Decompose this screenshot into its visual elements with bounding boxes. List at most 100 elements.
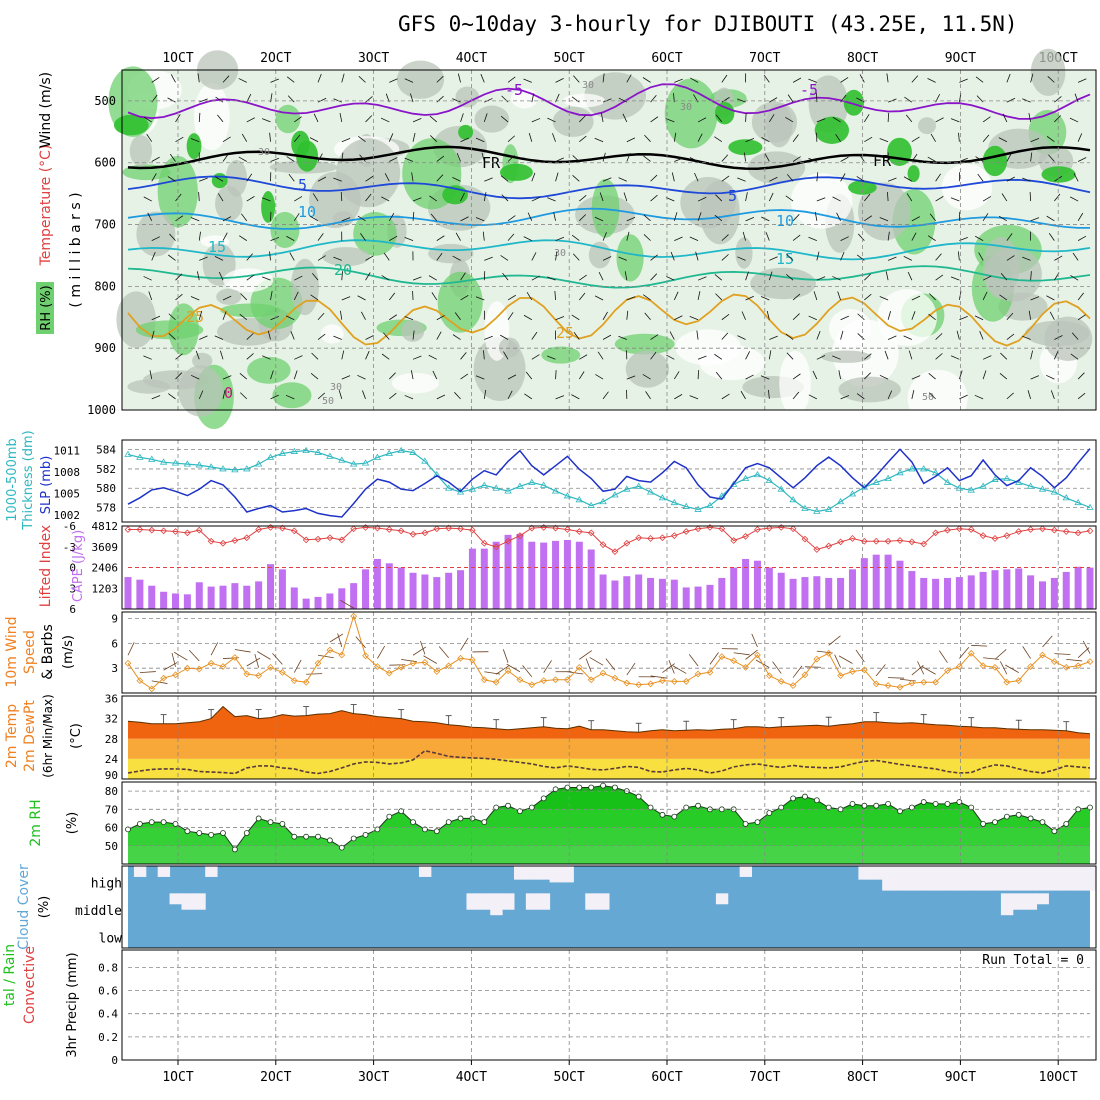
wind-barb: [840, 173, 846, 182]
rh-contour-blob: [216, 288, 242, 305]
wind-barb-10m: [626, 662, 636, 676]
wind-barb-10m: [355, 636, 366, 649]
thickness-point: [361, 459, 370, 466]
rh-high-blob: [186, 133, 202, 160]
wind-barb: [792, 313, 800, 321]
wind-barb: [238, 78, 247, 83]
wind-barb: [930, 133, 936, 142]
rh2m-point: [873, 802, 880, 809]
wind-barb: [643, 294, 651, 301]
wind-barb: [786, 352, 794, 360]
cloud-middle-gap: [1036, 893, 1049, 905]
cloud-middle-gap: [169, 893, 182, 905]
wind-barb: [547, 276, 556, 281]
thickness-axis-label-2: Thickness (dm): [21, 430, 36, 530]
panel-frame: [121, 949, 1097, 1061]
cloud-middle-gap: [1000, 893, 1014, 916]
wind-barb: [190, 217, 200, 222]
wind-barb: [317, 392, 326, 400]
wind-barb: [572, 253, 580, 261]
wind-barb-10m: [688, 654, 699, 667]
cape-bar: [920, 577, 928, 609]
wind-barb-10m: [899, 678, 916, 682]
lifted-index-point: [374, 524, 381, 532]
wind-barb: [289, 252, 295, 261]
cloud-middle-gap: [466, 893, 479, 910]
lifted-index-point: [1015, 528, 1023, 535]
wind-barb: [857, 313, 865, 321]
wind-barb: [974, 315, 984, 321]
wind-barb-10m: [293, 659, 302, 673]
wind-barb: [666, 275, 675, 281]
wind-barb: [642, 374, 651, 380]
temp-tick-label: 32: [105, 713, 118, 726]
thickness-point: [884, 474, 892, 481]
wind-barb: [1077, 292, 1084, 301]
rh2m-point: [255, 815, 262, 822]
thickness-tick-label: 584: [96, 444, 116, 457]
wind-barb: [317, 97, 327, 103]
wind-barb: [927, 78, 936, 83]
wind-barb: [294, 355, 303, 360]
wind-tick-label: 9: [111, 613, 118, 626]
wind-barb: [571, 394, 580, 400]
wind-barb: [745, 138, 755, 143]
thickness-point: [480, 481, 489, 488]
wind-barb: [977, 173, 984, 182]
rh2m-band: [128, 827, 1090, 846]
wind-barb: [1077, 133, 1083, 142]
wind-barb: [745, 374, 754, 380]
wind-barb: [460, 192, 465, 202]
thickness-point: [528, 478, 536, 485]
wind-barb: [911, 153, 918, 162]
thickness-point: [148, 455, 156, 462]
wind-barb: [151, 156, 160, 162]
rh-contour-blob: [275, 104, 301, 134]
cape-bar: [290, 587, 298, 609]
wind-barb: [190, 296, 200, 301]
wind-barb: [1054, 193, 1061, 202]
cloud-high-gap: [929, 866, 943, 891]
lifted-index-point: [908, 538, 916, 546]
lifted-index-point: [801, 535, 809, 543]
cape-bar: [647, 577, 655, 609]
thickness-axis-label: 1000-500mb: [5, 438, 20, 522]
rh2m-point: [327, 837, 333, 844]
wind-barb: [929, 213, 936, 222]
thickness-point: [670, 498, 679, 506]
wind-speed-point: [575, 663, 583, 671]
wind-barb: [650, 334, 659, 340]
thickness-point: [658, 494, 667, 501]
thickness-point: [385, 449, 393, 456]
contour-label: FR: [482, 154, 501, 172]
wind-speed-point: [849, 668, 856, 675]
thickness-point: [444, 484, 453, 491]
cloud-high-gap: [525, 866, 539, 880]
wind-speed-point: [813, 655, 821, 663]
lifted-index-point: [504, 537, 512, 545]
wind-speed-point: [682, 678, 690, 685]
wind-barb: [1006, 233, 1013, 241]
wind-speed-point: [338, 651, 346, 659]
lifted-index-point: [718, 525, 726, 533]
wind-speed-point: [706, 668, 714, 676]
wind-barb: [572, 155, 580, 162]
thickness-tick-label: 582: [96, 463, 116, 476]
wind-barb: [389, 392, 397, 400]
wind-barb: [552, 133, 556, 142]
wind-barb: [523, 314, 533, 321]
wind-barb: [622, 113, 628, 123]
lifted-index-point: [575, 528, 583, 535]
wind-barb-10m: [171, 653, 176, 667]
lifted-index-point: [694, 525, 702, 533]
wind-barb-10m: [971, 644, 988, 647]
rh-high-blob: [907, 165, 920, 183]
wind-barb: [381, 353, 390, 360]
wind-barb: [697, 196, 707, 202]
temp-band-24: [128, 758, 1090, 779]
cape-bar: [1086, 567, 1094, 609]
rh2m-point: [908, 804, 915, 811]
lifted-index-point: [124, 526, 132, 533]
wind-barb: [715, 371, 723, 380]
wind-barb: [389, 157, 398, 162]
